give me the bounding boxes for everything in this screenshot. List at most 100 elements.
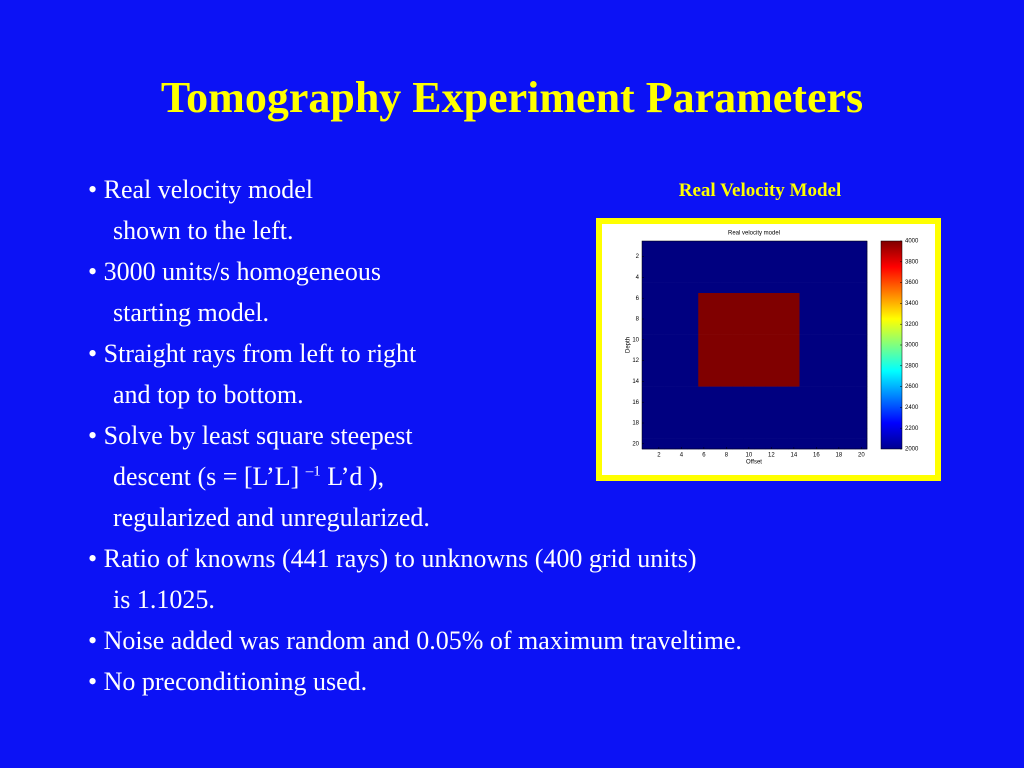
cell (720, 386, 733, 398)
colorbar-tick-label: 2600 (905, 384, 919, 390)
colorbar-tick-label: 2800 (905, 363, 919, 369)
cell (844, 438, 857, 450)
x-axis-label: Offset (746, 460, 762, 466)
cell (743, 293, 755, 304)
cell (698, 428, 710, 439)
cell (653, 334, 665, 346)
cell (777, 282, 789, 294)
cell (833, 365, 845, 377)
y-tick-label: 10 (632, 337, 639, 343)
cell (844, 313, 857, 325)
cell (642, 345, 654, 356)
cell (664, 417, 677, 429)
cell (810, 251, 823, 263)
cell (777, 241, 789, 252)
figure: Real velocity model Offset Depth 2 4 6 8 10 1… (596, 218, 941, 481)
cell (799, 272, 812, 283)
cell (788, 438, 800, 450)
cell (709, 313, 722, 325)
cell (855, 386, 868, 398)
slide-title: Tomography Experiment Parameters (160, 73, 864, 122)
cell (822, 313, 834, 325)
cell (788, 251, 800, 263)
cell (833, 313, 845, 325)
cell (765, 386, 778, 398)
cell (844, 407, 857, 419)
cell (810, 397, 823, 408)
cell (687, 334, 699, 346)
cell (799, 345, 812, 356)
cell (777, 272, 789, 283)
cell (698, 376, 710, 387)
cell (855, 376, 868, 387)
cell (743, 365, 755, 377)
cell (777, 428, 789, 439)
cell (709, 428, 722, 439)
cell (822, 386, 834, 398)
cell (799, 428, 812, 439)
x-tick-label: 12 (768, 453, 775, 459)
cell (743, 417, 755, 429)
cell (675, 376, 688, 387)
cell (754, 438, 767, 450)
y-tick-label: 8 (636, 317, 640, 323)
y-tick-label: 2 (636, 254, 640, 260)
cell (698, 365, 710, 377)
cell (642, 407, 654, 419)
cell (754, 324, 767, 335)
cell (653, 365, 665, 377)
cell (698, 261, 710, 273)
cell (743, 386, 755, 398)
cell (777, 345, 789, 356)
cell (720, 417, 733, 429)
cell (777, 261, 789, 273)
cell (664, 241, 677, 252)
cell (675, 282, 688, 294)
cell (777, 251, 789, 263)
cell (765, 334, 778, 346)
cell (788, 355, 800, 367)
cell (833, 376, 845, 387)
cell (799, 241, 812, 252)
cell (822, 365, 834, 377)
cell (732, 251, 744, 263)
cell (687, 376, 699, 387)
cell (687, 345, 699, 356)
cell (788, 407, 800, 419)
cell (788, 282, 800, 294)
cell (754, 251, 767, 263)
cell (720, 261, 733, 273)
cell (642, 313, 654, 325)
cell (754, 241, 767, 252)
cell (743, 334, 755, 346)
cell (788, 303, 800, 315)
cell (855, 324, 868, 335)
cell (698, 438, 710, 450)
cell (709, 303, 722, 315)
cell (844, 376, 857, 387)
cell (642, 376, 654, 387)
cell (743, 428, 755, 439)
cell (709, 324, 722, 335)
cell (833, 241, 845, 252)
cell (844, 417, 857, 429)
cell (687, 438, 699, 450)
cell (687, 313, 699, 325)
cell (653, 407, 665, 419)
cell (675, 272, 688, 283)
cell (754, 293, 767, 304)
cell (810, 438, 823, 450)
cell (799, 313, 812, 325)
cell (642, 417, 654, 429)
y-tick-label: 6 (636, 296, 640, 302)
cell (732, 365, 744, 377)
colorbar-tick-label: 3600 (905, 280, 919, 286)
cell (732, 407, 744, 419)
cell (664, 438, 677, 450)
cell (833, 251, 845, 263)
cell (732, 386, 744, 398)
bullet-line: starting model. (113, 298, 269, 327)
cell (833, 355, 845, 367)
cell (788, 334, 800, 346)
